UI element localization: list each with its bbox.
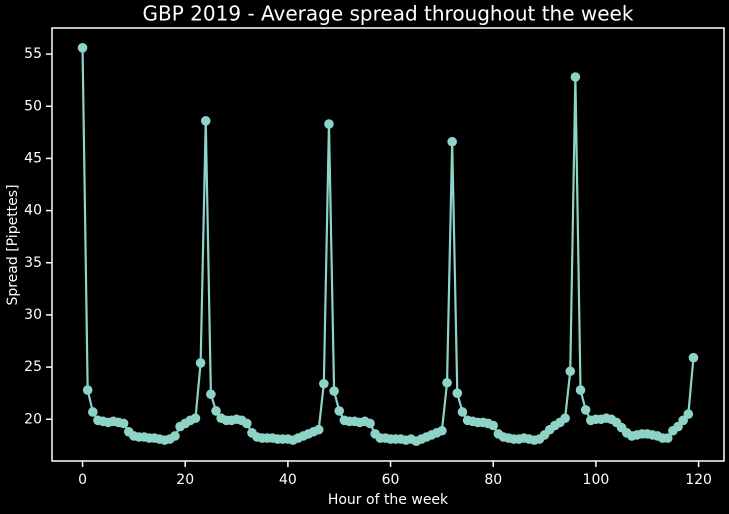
- data-point: [329, 386, 339, 396]
- data-point: [457, 407, 468, 417]
- data-point: [190, 413, 201, 424]
- data-point: [324, 119, 334, 129]
- x-tick-label: 80: [484, 472, 502, 488]
- y-tick-label: 25: [24, 359, 42, 375]
- data-point: [170, 431, 180, 441]
- y-tick-label: 20: [24, 411, 42, 427]
- y-axis-label: Spread [Pipettes]: [5, 184, 21, 305]
- data-point: [118, 418, 129, 429]
- data-point: [560, 413, 570, 424]
- data-point: [82, 385, 93, 395]
- data-point: [452, 388, 463, 398]
- y-tick-label: 35: [24, 255, 42, 271]
- data-point: [365, 418, 375, 429]
- data-point: [565, 366, 576, 377]
- y-tick-label: 45: [24, 150, 42, 166]
- data-point: [211, 406, 221, 416]
- data-point: [88, 407, 98, 417]
- data-point: [200, 116, 211, 126]
- x-tick-label: 20: [176, 472, 194, 488]
- x-axis-label: Hour of the week: [328, 492, 449, 508]
- data-point: [77, 43, 88, 53]
- x-tick-label: 0: [78, 472, 87, 488]
- y-tick-label: 40: [24, 203, 42, 219]
- chart-title: GBP 2019 - Average spread throughout the…: [143, 2, 634, 26]
- x-tick-label: 120: [685, 472, 712, 488]
- data-point: [570, 72, 581, 82]
- x-tick-label: 60: [382, 472, 400, 488]
- plot-frame: [51, 27, 725, 462]
- data-point: [662, 433, 673, 443]
- x-tick-label: 40: [279, 472, 297, 488]
- data-point: [334, 406, 345, 416]
- data-point: [195, 358, 206, 368]
- y-tick-label: 50: [24, 98, 42, 114]
- data-point: [313, 424, 324, 435]
- data-point: [206, 389, 216, 400]
- data-point: [437, 425, 447, 436]
- data-point: [442, 377, 452, 388]
- data-point: [688, 352, 699, 363]
- y-tick-label: 30: [24, 307, 42, 323]
- data-point: [488, 420, 499, 431]
- data-point: [580, 405, 591, 415]
- data-point: [319, 378, 329, 389]
- series-line: [81, 47, 695, 443]
- data-point: [447, 136, 457, 147]
- y-tick-label: 55: [24, 46, 42, 62]
- data-point: [683, 409, 694, 419]
- x-tick-label: 100: [583, 472, 610, 488]
- data-point: [242, 418, 252, 429]
- data-point: [575, 385, 586, 395]
